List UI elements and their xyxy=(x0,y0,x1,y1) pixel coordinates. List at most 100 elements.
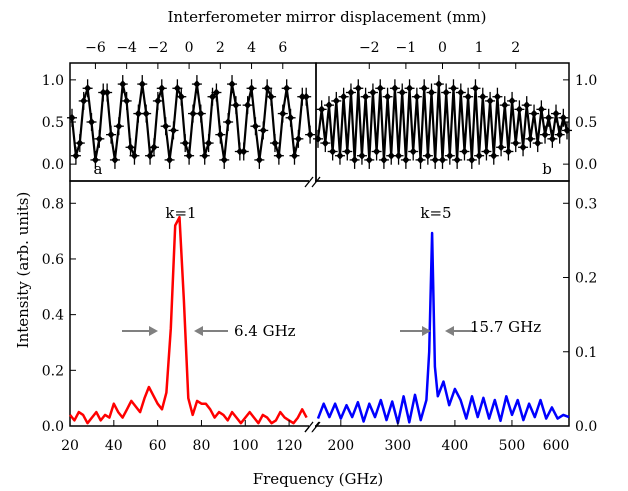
panel-b-point xyxy=(515,105,523,114)
panel-b-point xyxy=(343,147,351,156)
panel-a-point xyxy=(193,80,201,89)
spectrum-left-y-tick-label: 0.2 xyxy=(42,363,64,379)
panel-b-point xyxy=(468,155,476,164)
panel-a-point xyxy=(162,122,170,131)
spectrum-left-y-tick-label: 0.4 xyxy=(42,308,64,324)
panel-b-point xyxy=(486,96,494,105)
panel-b-point xyxy=(493,92,501,101)
panel-b-point xyxy=(321,139,329,148)
panel-b-y-tick-label: 0.0 xyxy=(575,157,597,173)
panel-b-point xyxy=(541,130,549,139)
panel-a-point xyxy=(134,109,142,118)
panel-a-point xyxy=(166,155,174,164)
spectrum-right-y-tick-label: 0.3 xyxy=(575,196,597,212)
panel-b-y-tick-label: 1.0 xyxy=(575,73,597,89)
panel-a-point xyxy=(177,92,185,101)
spectrum-left-x-tick-label: 100 xyxy=(232,438,259,454)
panel-a-point xyxy=(251,122,259,131)
panel-a-point xyxy=(306,130,314,139)
spectrum-left-x-tick-label: 40 xyxy=(105,438,123,454)
spectrum-right-series-line xyxy=(316,231,570,425)
width-arrows-left xyxy=(122,326,228,336)
panel-a-point xyxy=(248,84,256,93)
panel-b-point xyxy=(424,151,432,160)
top-axis-label: Interferometer mirror displacement (mm) xyxy=(168,8,487,26)
panel-b-point xyxy=(365,155,373,164)
panel-a-point xyxy=(267,92,275,101)
panel-b-point xyxy=(439,155,446,164)
panel-b-top-tick-label: 2 xyxy=(511,40,520,56)
panel-b-point xyxy=(530,109,538,118)
panel-b-point xyxy=(354,84,362,93)
panel-a-point xyxy=(76,139,84,148)
panel-a-point xyxy=(205,139,213,148)
panel-b-top-tick-label: −2 xyxy=(359,40,380,56)
panel-a-point xyxy=(283,84,291,93)
spectrum-left-series-line xyxy=(69,215,308,425)
panel-a-point xyxy=(88,118,96,126)
peak-label-k5: k=5 xyxy=(420,204,451,222)
panel-a-point xyxy=(263,84,271,93)
spectrum-right-x-tick-label: 600 xyxy=(543,438,570,454)
spectrum-left-plot xyxy=(69,215,308,425)
panel-a-point xyxy=(240,147,248,156)
panel-b-point xyxy=(413,92,421,101)
panel-b-point xyxy=(504,147,512,156)
panel-a-point xyxy=(287,113,295,122)
panel-a-y-tick-label: 1.0 xyxy=(42,73,64,89)
spectrum-left-x-tick-label: 80 xyxy=(193,438,211,454)
panel-b-point xyxy=(508,96,516,105)
width-label-left: 6.4 GHz xyxy=(234,322,296,340)
panel-b-point xyxy=(519,143,527,152)
panel-a-point xyxy=(189,109,197,118)
panel-b-point xyxy=(398,88,406,97)
panel-a-point xyxy=(216,130,224,139)
panel-a-point xyxy=(80,96,88,105)
panel-a-point xyxy=(119,80,127,89)
spectrum-left-y-tick-label: 0.6 xyxy=(42,252,64,268)
panel-b-point xyxy=(471,84,479,93)
width-label-right: 15.7 GHz xyxy=(470,318,541,336)
axis-ticks: −6 −4 −2 0 2 4 6 0.0 0.5 1.0 −2 −1 0 1 2 0.0 0.5 1.0 20 40 6… xyxy=(42,40,598,454)
panel-a-point xyxy=(290,151,298,160)
panel-b-point xyxy=(428,88,436,97)
panel-b-point xyxy=(545,113,553,122)
panel-b-point xyxy=(332,96,340,105)
panel-b-point xyxy=(402,155,410,164)
panel-b-point xyxy=(523,101,531,110)
panel-b-plot xyxy=(313,75,572,169)
panel-a-point xyxy=(220,155,228,164)
panel-b-point xyxy=(420,84,428,93)
panel-a-point xyxy=(146,151,154,160)
x-axis-label: Frequency (GHz) xyxy=(253,470,384,488)
spectrum-left-y-tick-label: 0.0 xyxy=(42,419,64,435)
axis-break-bottom xyxy=(304,421,321,433)
panel-b-point xyxy=(435,80,443,89)
panel-b-point xyxy=(417,155,425,164)
panel-b-point xyxy=(318,105,326,114)
panel-b-point xyxy=(552,109,560,118)
panel-a-top-tick-label: −4 xyxy=(116,40,137,56)
panel-b-point xyxy=(460,147,468,156)
panel-a-point xyxy=(173,84,181,93)
panel-a-point xyxy=(185,151,193,160)
panel-b-point xyxy=(351,155,359,164)
spectrum-right-y-tick-label: 0.1 xyxy=(575,345,597,361)
panel-b-point xyxy=(340,92,348,101)
panel-b-point xyxy=(347,88,355,97)
panel-b-point xyxy=(431,155,439,164)
panel-b-point xyxy=(501,101,509,110)
panel-a-y-tick-label: 0.5 xyxy=(42,115,64,131)
panel-b-point xyxy=(526,134,534,143)
panel-b-y-tick-label: 0.5 xyxy=(575,115,597,131)
panel-a-point xyxy=(123,96,131,105)
panel-a-point xyxy=(115,122,123,131)
spectrum-left-y-tick-label: 0.8 xyxy=(42,196,64,212)
panel-b-point xyxy=(329,147,337,156)
panel-b-point xyxy=(457,88,465,97)
panel-label-a: a xyxy=(94,160,103,178)
panel-a-point xyxy=(130,151,138,160)
panel-b-point xyxy=(336,151,344,160)
panel-a-point xyxy=(142,109,150,118)
